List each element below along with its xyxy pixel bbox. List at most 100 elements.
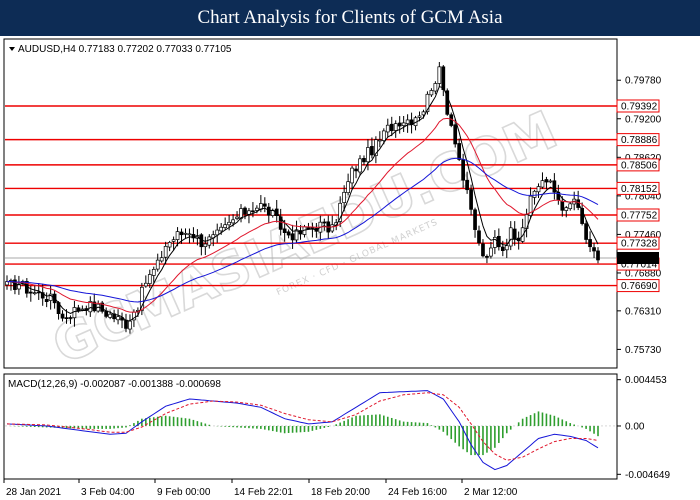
candle-body — [255, 207, 259, 211]
level-lines — [5, 105, 617, 287]
symbol-header: AUDUSD,H4 0.77183 0.77202 0.77033 0.7710… — [18, 44, 232, 55]
candle-body — [187, 233, 192, 236]
candle-body — [465, 179, 469, 191]
candle-body — [306, 227, 311, 229]
candle-body — [437, 66, 442, 84]
candle-body — [124, 319, 128, 329]
candle-body — [80, 308, 85, 311]
signal-line — [6, 392, 599, 461]
candle-body — [544, 179, 549, 183]
candle-body — [167, 242, 172, 248]
candle-body — [116, 316, 120, 321]
macd-axis: 0.004453 0.00 -0.004649 — [5, 375, 670, 481]
candle-body — [68, 317, 73, 319]
time-tick-label: 9 Feb 00:00 — [157, 487, 211, 498]
candle-body — [477, 230, 481, 244]
candle-body — [191, 234, 196, 239]
candle-body — [370, 146, 374, 156]
candle-body — [219, 226, 224, 232]
candle-body — [473, 209, 477, 230]
banner: Chart Analysis for Clients of GCM Asia — [0, 0, 700, 36]
price-tick-label: 0.77460 — [625, 230, 662, 241]
macd-lines — [6, 390, 599, 471]
candle-body — [40, 292, 45, 299]
candle-body — [366, 147, 370, 163]
level-tag-label: 0.77014 — [621, 260, 658, 271]
candle-body — [588, 239, 592, 248]
candle-body — [548, 180, 553, 183]
candle-body — [528, 195, 533, 216]
candle-body — [401, 122, 406, 126]
time-axis: 28 Jan 2021 3 Feb 04:00 9 Feb 00:00 14 Feb … — [3, 479, 518, 498]
candle-body — [564, 207, 569, 211]
ma-line — [6, 117, 599, 313]
candle-body — [5, 281, 9, 286]
candle-body — [453, 124, 458, 145]
candle-body — [322, 221, 327, 224]
candle-body — [128, 320, 132, 330]
candle-body — [441, 66, 446, 90]
candle-body — [433, 83, 438, 92]
candle-body — [560, 201, 565, 211]
moving-averages — [6, 86, 599, 322]
candle-body — [405, 119, 410, 124]
candle-body — [147, 274, 152, 285]
level-tag-label: 0.78506 — [621, 160, 658, 171]
candle-body — [592, 247, 596, 252]
price-tick-label: 0.78620 — [625, 153, 662, 164]
price-axis: 0.79780 0.79200 0.78620 0.78040 0.77460 0.768… — [617, 76, 662, 356]
candle-body — [227, 221, 231, 226]
candle-body — [286, 231, 291, 236]
ma-line — [6, 86, 599, 322]
candle-body — [247, 210, 251, 215]
candle-body — [251, 210, 255, 213]
candle-body — [540, 180, 545, 188]
candle-body — [461, 159, 465, 181]
candle-body — [60, 313, 65, 319]
candle-body — [294, 229, 299, 241]
candle-body — [481, 243, 485, 257]
candle-body — [489, 247, 493, 257]
chart-area[interactable]: 0.79780 0.79200 0.78620 0.78040 0.77460 0.768… — [0, 36, 700, 500]
candle-body — [32, 292, 37, 295]
candle-body — [342, 191, 346, 203]
candle-body — [179, 231, 184, 236]
price-tick-label: 0.75730 — [625, 345, 662, 356]
level-tag — [616, 158, 660, 172]
candle-body — [28, 291, 33, 294]
candle-body — [520, 227, 525, 242]
candle-body — [44, 299, 49, 302]
candle-body — [580, 208, 584, 224]
candle-body — [584, 223, 588, 240]
candle-body — [36, 291, 41, 294]
candle-body — [140, 286, 144, 311]
candle-body — [235, 216, 239, 219]
level-tag — [616, 279, 660, 293]
candle-body — [143, 282, 148, 287]
candle-body — [377, 139, 382, 142]
time-tick-label: 28 Jan 2021 — [6, 487, 61, 498]
candle-body — [183, 232, 188, 235]
candle-body — [338, 202, 343, 222]
level-tag — [616, 133, 660, 147]
candle-body — [159, 257, 164, 262]
candle-body — [282, 228, 287, 233]
level-tag — [616, 99, 660, 113]
candle-body — [568, 203, 573, 210]
candle-body — [207, 236, 212, 246]
time-tick-label: 3 Feb 04:00 — [81, 487, 135, 498]
symbol-dropdown-icon[interactable] — [9, 47, 15, 51]
candle-body — [493, 236, 497, 248]
candle-body — [500, 246, 505, 251]
candle-body — [358, 158, 362, 173]
candle-body — [262, 203, 267, 207]
macd-line — [6, 390, 599, 471]
candle-body — [92, 301, 97, 312]
level-tag-label: 0.77328 — [621, 239, 658, 250]
candle-body — [354, 168, 358, 172]
candle-body — [330, 224, 335, 232]
candle-body — [223, 224, 228, 228]
candle-body — [88, 301, 93, 313]
macd-header: MACD(12,26,9) -0.002087 -0.001388 -0.000… — [8, 379, 221, 390]
time-tick-label: 14 Feb 22:01 — [234, 487, 293, 498]
